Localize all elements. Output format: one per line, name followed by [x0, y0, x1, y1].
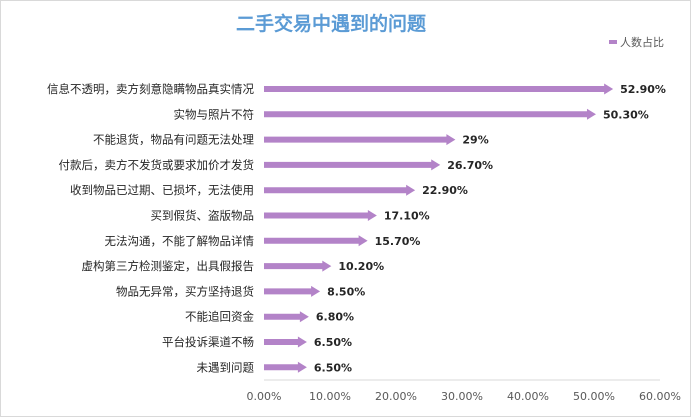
category-label: 无法沟通，不能了解物品详情	[105, 234, 255, 248]
bars-layer: 信息不透明，卖方刻意隐瞒物品真实情况 52.90% 实物与照片不符 50.30% 不能退…	[47, 82, 666, 374]
legend-label: 人数占比	[620, 35, 664, 49]
data-label: 22.90%	[422, 184, 468, 197]
chart-title: 二手交易中遇到的问题	[236, 12, 426, 35]
bar	[264, 134, 456, 146]
x-tick-label: 50.00%	[573, 390, 615, 403]
bar	[264, 260, 332, 272]
x-tick-label: 60.00%	[639, 390, 681, 403]
x-tick-label: 40.00%	[507, 390, 549, 403]
bar	[264, 285, 321, 297]
category-label: 物品无异常，买方坚持退货	[116, 284, 254, 298]
bar	[264, 235, 368, 247]
bar	[264, 108, 596, 120]
bar	[264, 361, 307, 373]
x-tick-label: 30.00%	[441, 390, 483, 403]
data-label: 17.10%	[384, 210, 430, 223]
bar	[264, 210, 377, 221]
legend: 人数占比	[609, 35, 664, 49]
bar	[264, 83, 614, 95]
category-label: 信息不透明，卖方刻意隐瞒物品真实情况	[47, 82, 254, 96]
bar	[264, 159, 441, 171]
legend-swatch	[609, 40, 617, 44]
data-label: 8.50%	[327, 285, 365, 298]
x-axis-ticks: 0.00% 10.00% 20.00% 30.00% 40.00% 50.00% 60.00…	[247, 390, 681, 403]
category-label: 实物与照片不符	[174, 107, 255, 121]
data-label: 15.70%	[375, 235, 421, 248]
category-label: 虚构第三方检测鉴定，出具假报告	[82, 259, 255, 273]
data-label: 26.70%	[447, 159, 493, 172]
category-label: 买到假货、盗版物品	[151, 209, 255, 223]
category-label: 收到物品已过期、已损坏，无法使用	[70, 183, 254, 197]
x-tick-label: 0.00%	[247, 390, 282, 403]
data-label: 6.80%	[316, 311, 354, 324]
data-label: 6.50%	[314, 336, 352, 349]
category-label: 不能追回资金	[185, 310, 254, 324]
category-label: 不能退货，物品有问题无法处理	[93, 133, 254, 147]
data-label: 29%	[462, 134, 488, 147]
data-label: 52.90%	[620, 83, 666, 96]
category-label: 未遇到问题	[197, 360, 255, 374]
data-label: 10.20%	[338, 260, 384, 273]
x-tick-label: 10.00%	[309, 390, 351, 403]
category-label: 平台投诉渠道不畅	[162, 335, 254, 349]
bar	[264, 311, 309, 323]
data-label: 50.30%	[603, 108, 649, 121]
x-tick-label: 20.00%	[375, 390, 417, 403]
bar	[264, 184, 416, 196]
category-label: 付款后，卖方不发货或要求加价才发货	[59, 158, 255, 172]
data-label: 6.50%	[314, 361, 352, 374]
bar	[264, 336, 307, 348]
